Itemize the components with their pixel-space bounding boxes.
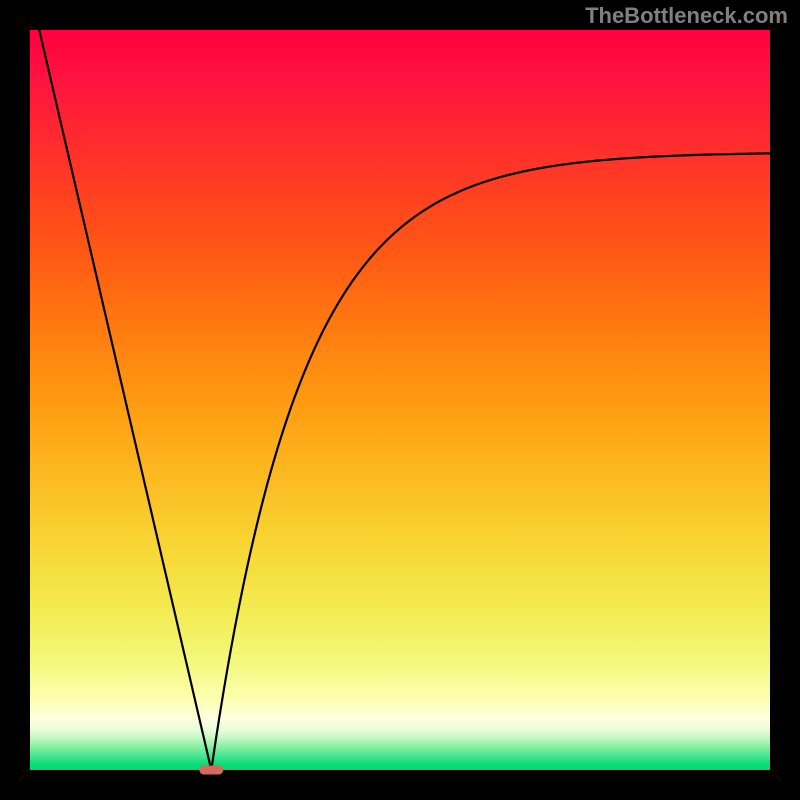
bottleneck-chart [0, 0, 800, 800]
chart-plot-area [30, 30, 770, 770]
chart-container: TheBottleneck.com [0, 0, 800, 800]
watermark-text: TheBottleneck.com [585, 3, 788, 29]
notch-marker [199, 766, 223, 775]
